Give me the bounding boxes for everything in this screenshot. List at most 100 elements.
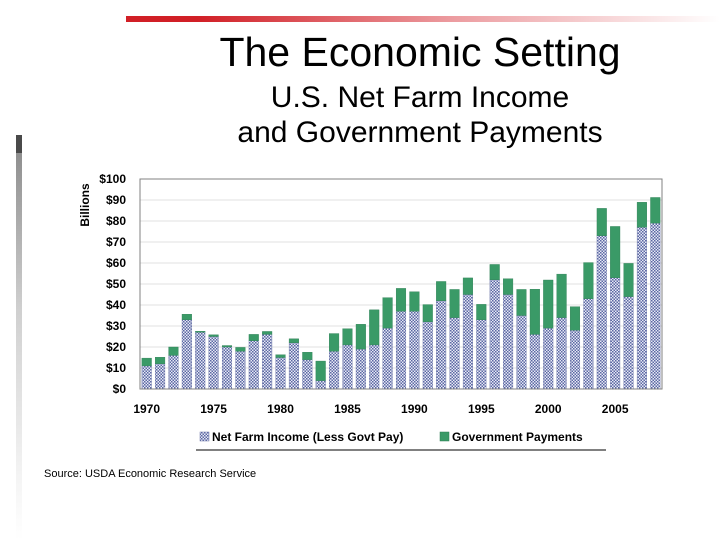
bar-government-payments — [382, 297, 393, 329]
bar-government-payments — [503, 278, 514, 295]
bar-government-payments — [650, 197, 661, 224]
y-axis-ticks: $0 $10 $20 $30 $40 $50 $60 $70 $80 $90 $100 — [99, 172, 126, 396]
bar-government-payments — [462, 277, 473, 295]
bar-government-payments — [529, 289, 540, 335]
bar-government-payments — [141, 357, 152, 367]
bar-net-farm-income — [315, 380, 326, 390]
chart-bars — [141, 197, 661, 390]
bar-net-farm-income — [503, 294, 514, 390]
bar-government-payments — [235, 347, 246, 352]
x-axis-ticks: 1970 1975 1980 1985 1990 1995 2000 2005 — [133, 402, 628, 416]
bar-net-farm-income — [422, 321, 433, 390]
y-tick-label: $100 — [99, 172, 126, 186]
bar-net-farm-income — [489, 279, 500, 390]
bar-net-farm-income — [369, 344, 380, 390]
bar-net-farm-income — [221, 346, 233, 390]
bar-net-farm-income — [275, 357, 286, 390]
bar-net-farm-income — [141, 365, 152, 390]
bar-net-farm-income — [596, 235, 607, 390]
source-note: Source: USDA Economic Research Service — [44, 468, 257, 480]
bar-net-farm-income — [329, 351, 340, 390]
y-tick-label: $80 — [106, 214, 126, 228]
bar-government-payments — [195, 331, 206, 333]
x-tick-label: 1985 — [334, 402, 361, 416]
bar-net-farm-income — [155, 363, 166, 390]
bar-government-payments — [409, 291, 420, 312]
title-accent-bar — [126, 16, 720, 22]
bar-government-payments — [181, 314, 192, 320]
bar-government-payments — [342, 328, 353, 346]
y-tick-label: $30 — [106, 319, 126, 333]
y-axis-title: Billions — [78, 183, 92, 227]
bar-government-payments — [449, 289, 460, 318]
bar-net-farm-income — [262, 334, 273, 390]
bar-net-farm-income — [355, 348, 366, 390]
bar-net-farm-income — [195, 332, 206, 390]
bar-government-payments — [248, 334, 259, 341]
bar-government-payments — [543, 279, 554, 329]
bar-net-farm-income — [583, 298, 594, 390]
bar-net-farm-income — [436, 300, 447, 390]
bar-government-payments — [208, 334, 219, 337]
side-accent-bar-top — [16, 135, 22, 153]
x-tick-label: 1995 — [468, 402, 495, 416]
x-tick-label: 2005 — [602, 402, 629, 416]
bar-net-farm-income — [569, 330, 581, 390]
bar-net-farm-income — [248, 340, 259, 390]
bar-government-payments — [596, 208, 607, 236]
bar-net-farm-income — [409, 311, 420, 390]
bar-net-farm-income — [650, 222, 661, 390]
bar-government-payments — [623, 263, 634, 297]
bar-government-payments — [636, 202, 647, 228]
bar-net-farm-income — [342, 344, 353, 390]
bar-government-payments — [315, 360, 326, 381]
bar-net-farm-income — [288, 342, 299, 390]
bar-government-payments — [262, 331, 273, 335]
bar-government-payments — [610, 226, 621, 278]
y-tick-label: $10 — [106, 361, 126, 375]
y-tick-label: $40 — [106, 298, 126, 312]
legend-swatch-net-farm-income — [199, 431, 210, 442]
x-tick-label: 1990 — [401, 402, 428, 416]
slide-title: The Economic Setting — [219, 29, 621, 75]
y-tick-label: $60 — [106, 256, 126, 270]
chart-legend: Net Farm Income (Less Govt Pay) Governmen… — [196, 430, 606, 451]
y-tick-label: $20 — [106, 340, 126, 354]
y-tick-label: $0 — [113, 382, 127, 396]
plot-area-border — [139, 178, 663, 390]
bar-government-payments — [355, 324, 366, 350]
bar-net-farm-income — [302, 359, 313, 390]
bar-net-farm-income — [382, 327, 393, 390]
bar-government-payments — [556, 273, 567, 318]
subtitle-line-2: and Government Payments — [237, 116, 603, 149]
bar-net-farm-income — [543, 327, 554, 390]
bar-government-payments — [489, 264, 500, 281]
bar-net-farm-income — [168, 355, 179, 390]
bar-government-payments — [516, 289, 527, 316]
bar-government-payments — [288, 338, 299, 343]
bar-net-farm-income — [181, 319, 192, 390]
x-tick-label: 1980 — [267, 402, 294, 416]
slide-subtitle: U.S. Net Farm Income and Government Paym… — [130, 80, 710, 150]
bar-government-payments — [583, 262, 594, 299]
bar-net-farm-income — [235, 351, 246, 390]
bar-net-farm-income — [395, 311, 407, 390]
y-tick-label: $70 — [106, 235, 126, 249]
y-tick-label: $90 — [106, 193, 126, 207]
bar-government-payments — [168, 346, 179, 356]
legend-label-government-payments: Government Payments — [452, 430, 583, 444]
bar-government-payments — [155, 357, 166, 365]
legend-swatch-government-payments — [439, 431, 450, 442]
bar-net-farm-income — [636, 227, 647, 390]
x-tick-label: 2000 — [535, 402, 562, 416]
side-accent-bar — [16, 153, 22, 540]
y-tick-label: $50 — [106, 277, 126, 291]
bar-government-payments — [302, 352, 313, 360]
bar-net-farm-income — [623, 296, 634, 390]
bar-government-payments — [395, 288, 407, 312]
x-tick-label: 1975 — [200, 402, 227, 416]
bar-government-payments — [275, 354, 286, 358]
bar-government-payments — [476, 304, 487, 320]
bar-net-farm-income — [529, 334, 540, 390]
